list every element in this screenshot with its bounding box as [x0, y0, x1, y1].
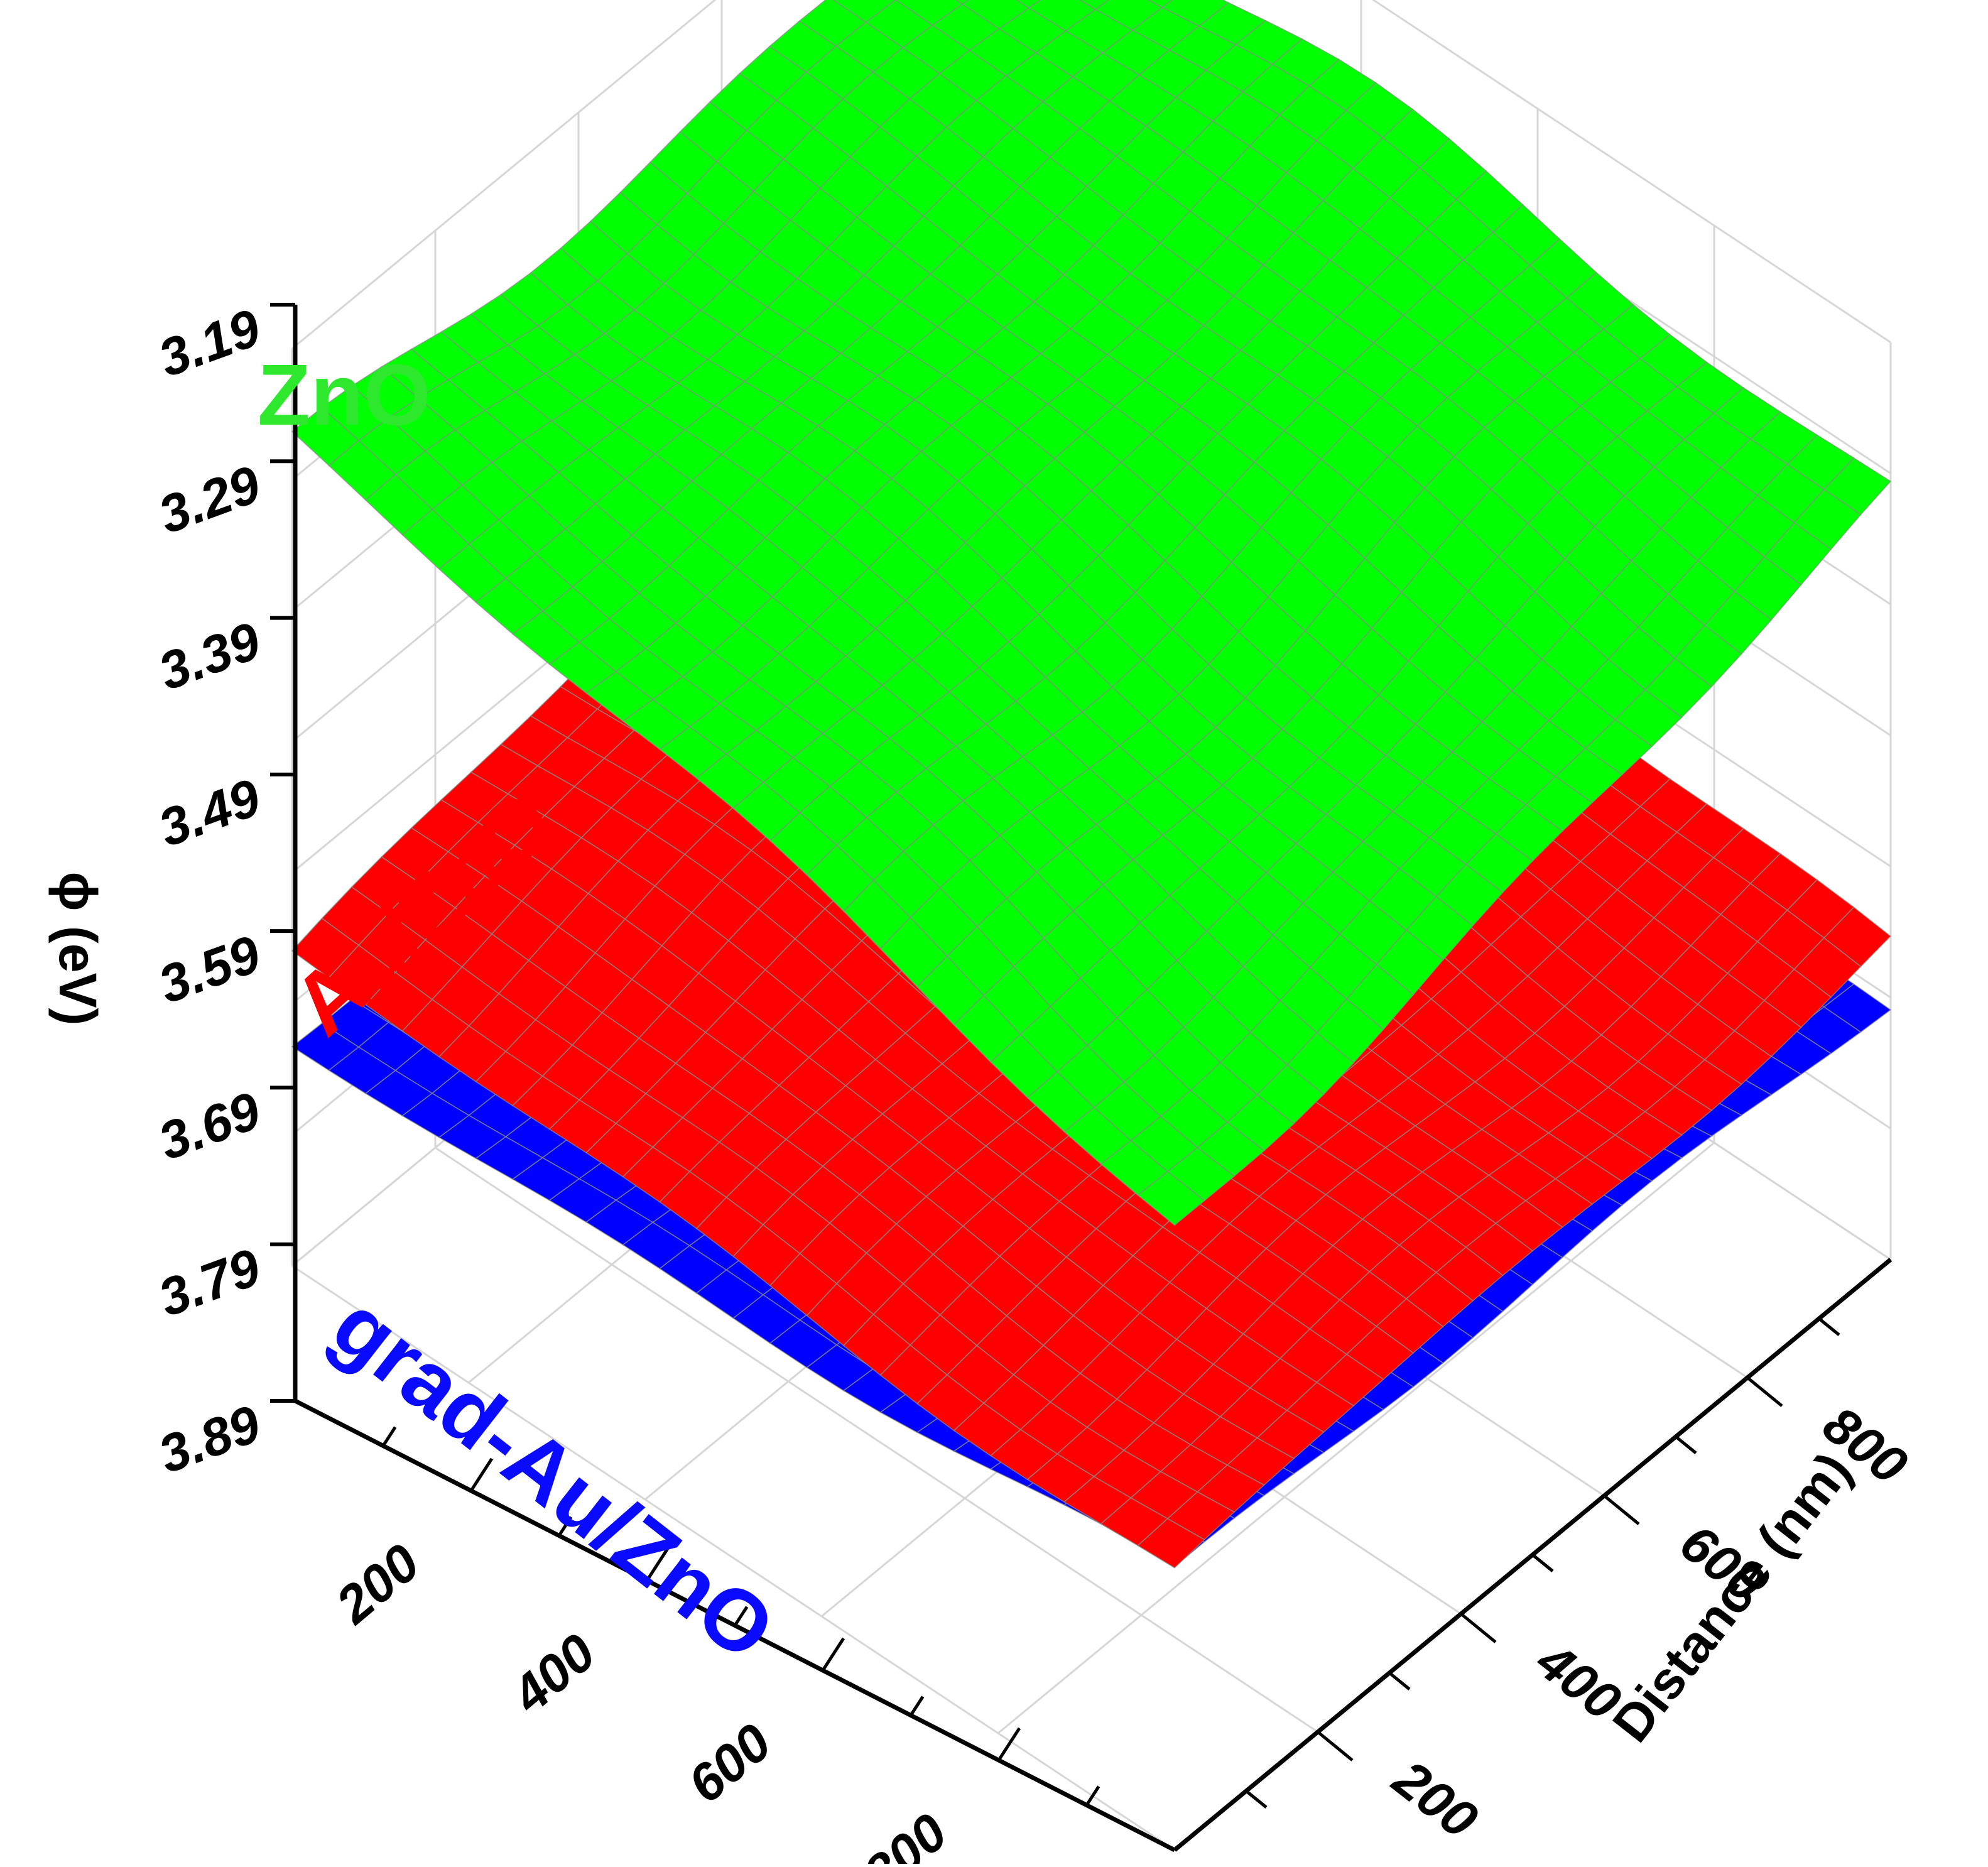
surface-cell	[1137, 1171, 1205, 1226]
y-tick-mark	[1746, 1376, 1783, 1407]
surface-cell	[955, 0, 970, 5]
surfaces	[291, 0, 1892, 1569]
y-tick-mark	[1245, 1790, 1268, 1809]
x-tick-label: 800	[852, 1802, 958, 1864]
z-tick-label: 3.39	[151, 611, 268, 701]
z-axis-title: ϕ (eV)	[48, 872, 107, 1026]
y-tick-mark	[1388, 1672, 1411, 1690]
x-tick-mark	[557, 1516, 573, 1537]
x-tick-mark	[645, 1547, 670, 1582]
y-tick-mark	[1531, 1554, 1554, 1572]
y-tick-mark	[1818, 1317, 1840, 1336]
surface-cell	[1137, 1518, 1205, 1569]
x-tick-label: 400	[500, 1623, 606, 1725]
grid-line	[291, 1265, 1175, 1851]
y-tick-mark	[1317, 1731, 1354, 1761]
surface-cell	[1016, 0, 1041, 9]
x-tick-mark	[381, 1426, 397, 1447]
y-tick-mark	[1675, 1435, 1697, 1454]
x-tick-mark	[469, 1457, 494, 1492]
series-label-zno: ZnO	[258, 347, 431, 444]
y-tick-mark	[1460, 1613, 1497, 1643]
y-axis-title: Distance (nm)	[1601, 1441, 1862, 1753]
x-tick-label: 600	[676, 1712, 782, 1814]
x-tick-mark	[909, 1696, 925, 1716]
x-tick-mark	[1085, 1785, 1100, 1806]
z-tick-label: 3.79	[151, 1237, 268, 1327]
y-tick-label: 200	[1382, 1748, 1489, 1850]
x-tick-mark	[821, 1637, 845, 1672]
z-tick-label: 3.69	[151, 1080, 268, 1171]
z-tick-label: 3.89	[151, 1393, 268, 1484]
x-tick-mark	[733, 1606, 749, 1626]
x-tick-mark	[997, 1727, 1021, 1761]
grid-line	[291, 0, 1891, 350]
z-tick-label: 3.59	[151, 924, 268, 1015]
surface-zno	[291, 0, 1892, 1226]
z-tick-label: 3.49	[151, 767, 268, 857]
x-tick-label: 200	[324, 1533, 430, 1635]
grid-line	[435, 1146, 1318, 1733]
surface-cell	[1078, 0, 1110, 11]
z-tick-label: 3.29	[151, 454, 268, 545]
z-tick-label: 3.19	[151, 297, 268, 388]
surface-cell	[1147, 0, 1173, 8]
grid-line	[997, 1141, 1715, 1734]
y-tick-mark	[1603, 1494, 1640, 1525]
